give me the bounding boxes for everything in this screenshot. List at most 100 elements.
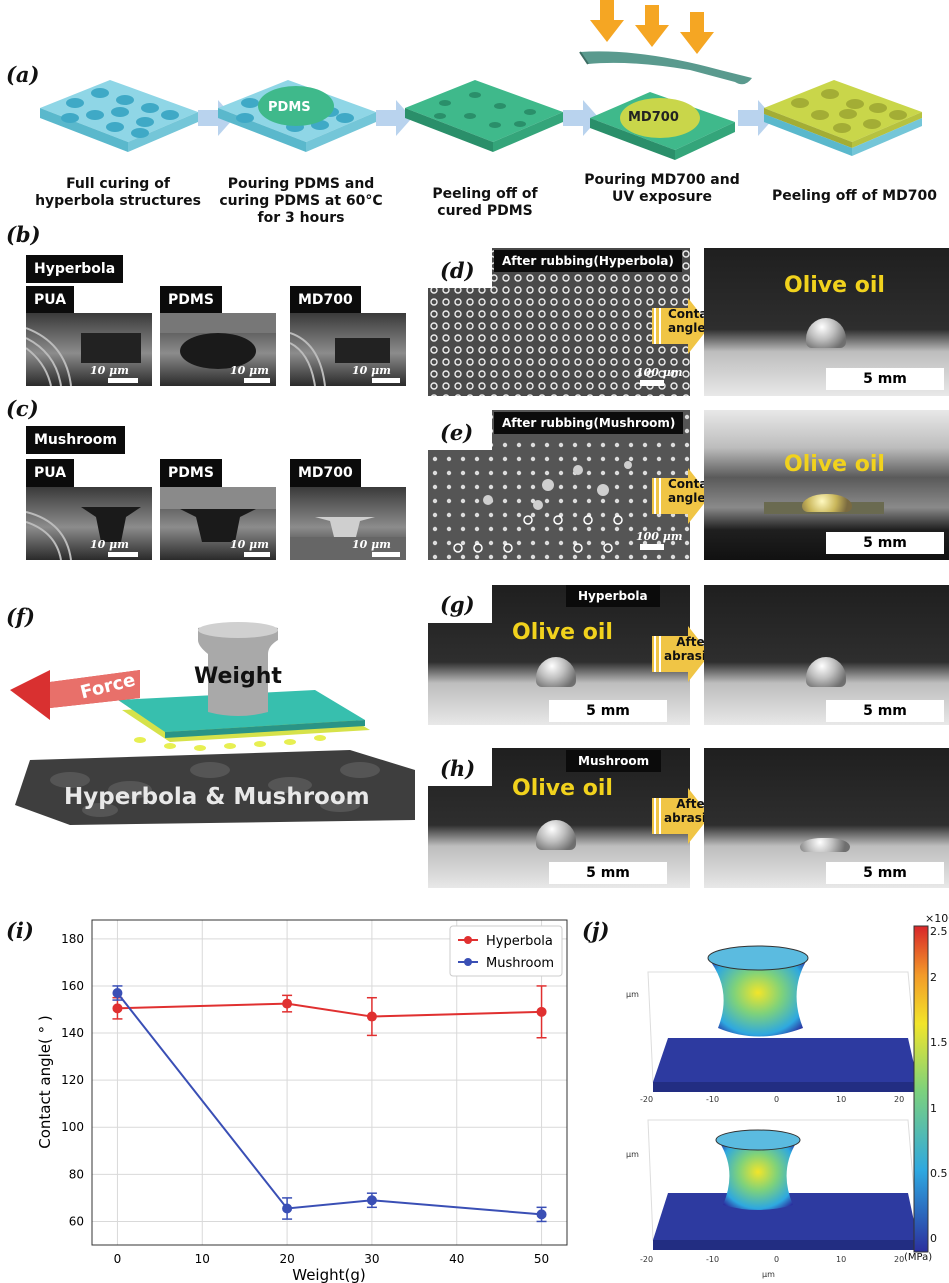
x-tick-label: 20 <box>279 1252 294 1266</box>
chart-legend: Hyperbola Mushroom <box>449 925 563 977</box>
oil-droplet-spread <box>802 494 852 512</box>
scale-c-pua: 10 μm <box>90 538 129 551</box>
chart-series <box>112 985 547 1223</box>
fem-top-xtick-1: -10 <box>706 1095 720 1104</box>
panel-label-c: (c) <box>6 396 39 421</box>
series-line-mushroom <box>116 992 542 1216</box>
md700-drop-label: MD700 <box>628 110 679 125</box>
contact-angle-chart: 0 10 20 30 40 50 60 80 100 120 140 160 180 Weight(g… <box>36 919 568 1283</box>
fem-bottom-xtick-2: 0 <box>774 1255 780 1264</box>
data-point <box>366 1011 377 1022</box>
chart-x-label: Weight(g) <box>292 1266 365 1283</box>
panel-h-title: Mushroom <box>566 750 662 772</box>
colorbar-tick-0: 0 <box>930 1232 937 1245</box>
panel-c-pua-tag: PUA <box>26 459 75 487</box>
scale-c-pdms: 10 μm <box>230 538 269 551</box>
weight-label: Weight <box>194 664 282 689</box>
colorbar-unit: (MPa) <box>904 1252 933 1263</box>
panel-e-label-mask <box>428 410 492 450</box>
sem-after-rubbing-hyperbola <box>428 248 690 396</box>
chart-y-ticks: 60 80 100 120 140 160 180 <box>61 932 84 1229</box>
panel-label-e: (e) <box>440 420 474 445</box>
panel-h-label-mask <box>428 748 492 786</box>
y-tick-label: 180 <box>61 932 84 946</box>
scale-bar-c-md700 <box>372 552 400 557</box>
y-tick-label: 80 <box>69 1167 84 1181</box>
fem-bottom-xtick-4: 20 <box>894 1255 905 1264</box>
colorbar <box>913 925 929 1253</box>
x-tick-label: 10 <box>195 1252 210 1266</box>
panel-b-title: Hyperbola <box>26 255 124 283</box>
panel-c-pdms-tag: PDMS <box>160 459 222 487</box>
scale-c-md700: 10 μm <box>352 538 391 551</box>
colorbar-tick-5: 2.5 <box>930 925 948 938</box>
chart-frame <box>91 919 568 1246</box>
y-tick-label: 120 <box>61 1073 84 1087</box>
abrasion-illustration <box>10 622 415 825</box>
sem-mushroom-pua <box>26 487 152 560</box>
pdms-drop-label: PDMS <box>268 100 311 115</box>
sem-mushroom-pdms <box>160 487 276 560</box>
panel-label-a: (a) <box>6 62 40 87</box>
oil-droplet <box>806 318 846 348</box>
scale-b-pdms: 10 μm <box>230 364 269 377</box>
step1-caption: Full curing of hyperbola structures <box>35 176 201 209</box>
colorbar-tick-1: 0.5 <box>930 1167 948 1180</box>
panel-d-photo-scale: 5 mm <box>826 368 944 390</box>
y-tick-label: 160 <box>61 979 84 993</box>
panel-h-scale-left: 5 mm <box>549 862 667 884</box>
panel-b-md700-tag: MD700 <box>290 286 361 314</box>
legend-label-hyperbola: Hyperbola <box>486 934 553 949</box>
scale-b-md700: 10 μm <box>352 364 391 377</box>
panel-label-d: (d) <box>440 258 475 283</box>
data-point <box>536 1209 547 1220</box>
series-line-hyperbola <box>117 1002 542 1018</box>
sem-hyperbola-md700 <box>290 313 406 386</box>
fem-top-xtick-4: 20 <box>894 1095 905 1104</box>
fem-mushroom-model <box>647 1119 919 1250</box>
x-tick-label: 50 <box>534 1252 549 1266</box>
step4-caption: Pouring MD700 and UV exposure <box>584 172 740 205</box>
sem-hyperbola-pua <box>26 313 152 386</box>
scale-bar-c-pua <box>108 552 138 557</box>
oil-droplet-spread <box>800 838 850 852</box>
series-hyperbola <box>112 985 547 1039</box>
panel-e-arrow-icon <box>652 468 710 524</box>
scale-b-pua: 10 μm <box>90 364 129 377</box>
chart-y-label: Contact angle( ° ) <box>36 1015 54 1148</box>
fem-top-xtick-2: 0 <box>774 1095 780 1104</box>
panel-d-liquid: Olive oil <box>784 273 885 298</box>
step3-caption: Peeling off of cured PDMS <box>432 186 538 219</box>
legend-marker-hyperbola <box>464 936 472 944</box>
panel-e-sem-title: After rubbing(Mushroom) <box>494 412 684 434</box>
legend-label-mushroom: Mushroom <box>486 956 554 971</box>
panel-g-label-mask <box>428 585 492 623</box>
panel-d-label-mask <box>428 248 492 288</box>
step5-md700-replica <box>764 80 922 156</box>
panel-label-g: (g) <box>440 592 475 617</box>
panel-d-sem-title: After rubbing(Hyperbola) <box>494 250 682 272</box>
panel-b-pua-tag: PUA <box>26 286 75 314</box>
panel-d-arrow-icon <box>652 298 710 354</box>
oil-droplet <box>536 657 576 687</box>
step2-pdms-pour <box>218 80 376 152</box>
scale-bar-b-pua <box>108 378 138 383</box>
chart-x-ticks: 0 10 20 30 40 50 <box>114 1252 550 1266</box>
panel-h-liquid: Olive oil <box>512 776 613 801</box>
y-tick-label: 140 <box>61 1026 84 1040</box>
uv-arrows-icon <box>590 0 714 54</box>
legend-marker-mushroom <box>464 958 472 966</box>
panel-e-liquid: Olive oil <box>784 452 885 477</box>
fem-bottom-xtick-1: -10 <box>706 1255 720 1264</box>
scale-bar-b-md700 <box>372 378 400 383</box>
step4-md700-uv <box>579 0 752 160</box>
panel-h-arrow-icon <box>652 788 710 844</box>
colorbar-tick-4: 2 <box>930 971 937 984</box>
sem-hyperbola-pdms <box>160 313 276 386</box>
panel-label-b: (b) <box>6 222 41 247</box>
fem-top-xtick-0: -20 <box>640 1095 654 1104</box>
fem-axis-unit-x: μm <box>762 1270 775 1279</box>
oil-droplet <box>806 657 846 687</box>
panel-label-f: (f) <box>6 604 35 629</box>
panel-h-scale-right: 5 mm <box>826 862 944 884</box>
